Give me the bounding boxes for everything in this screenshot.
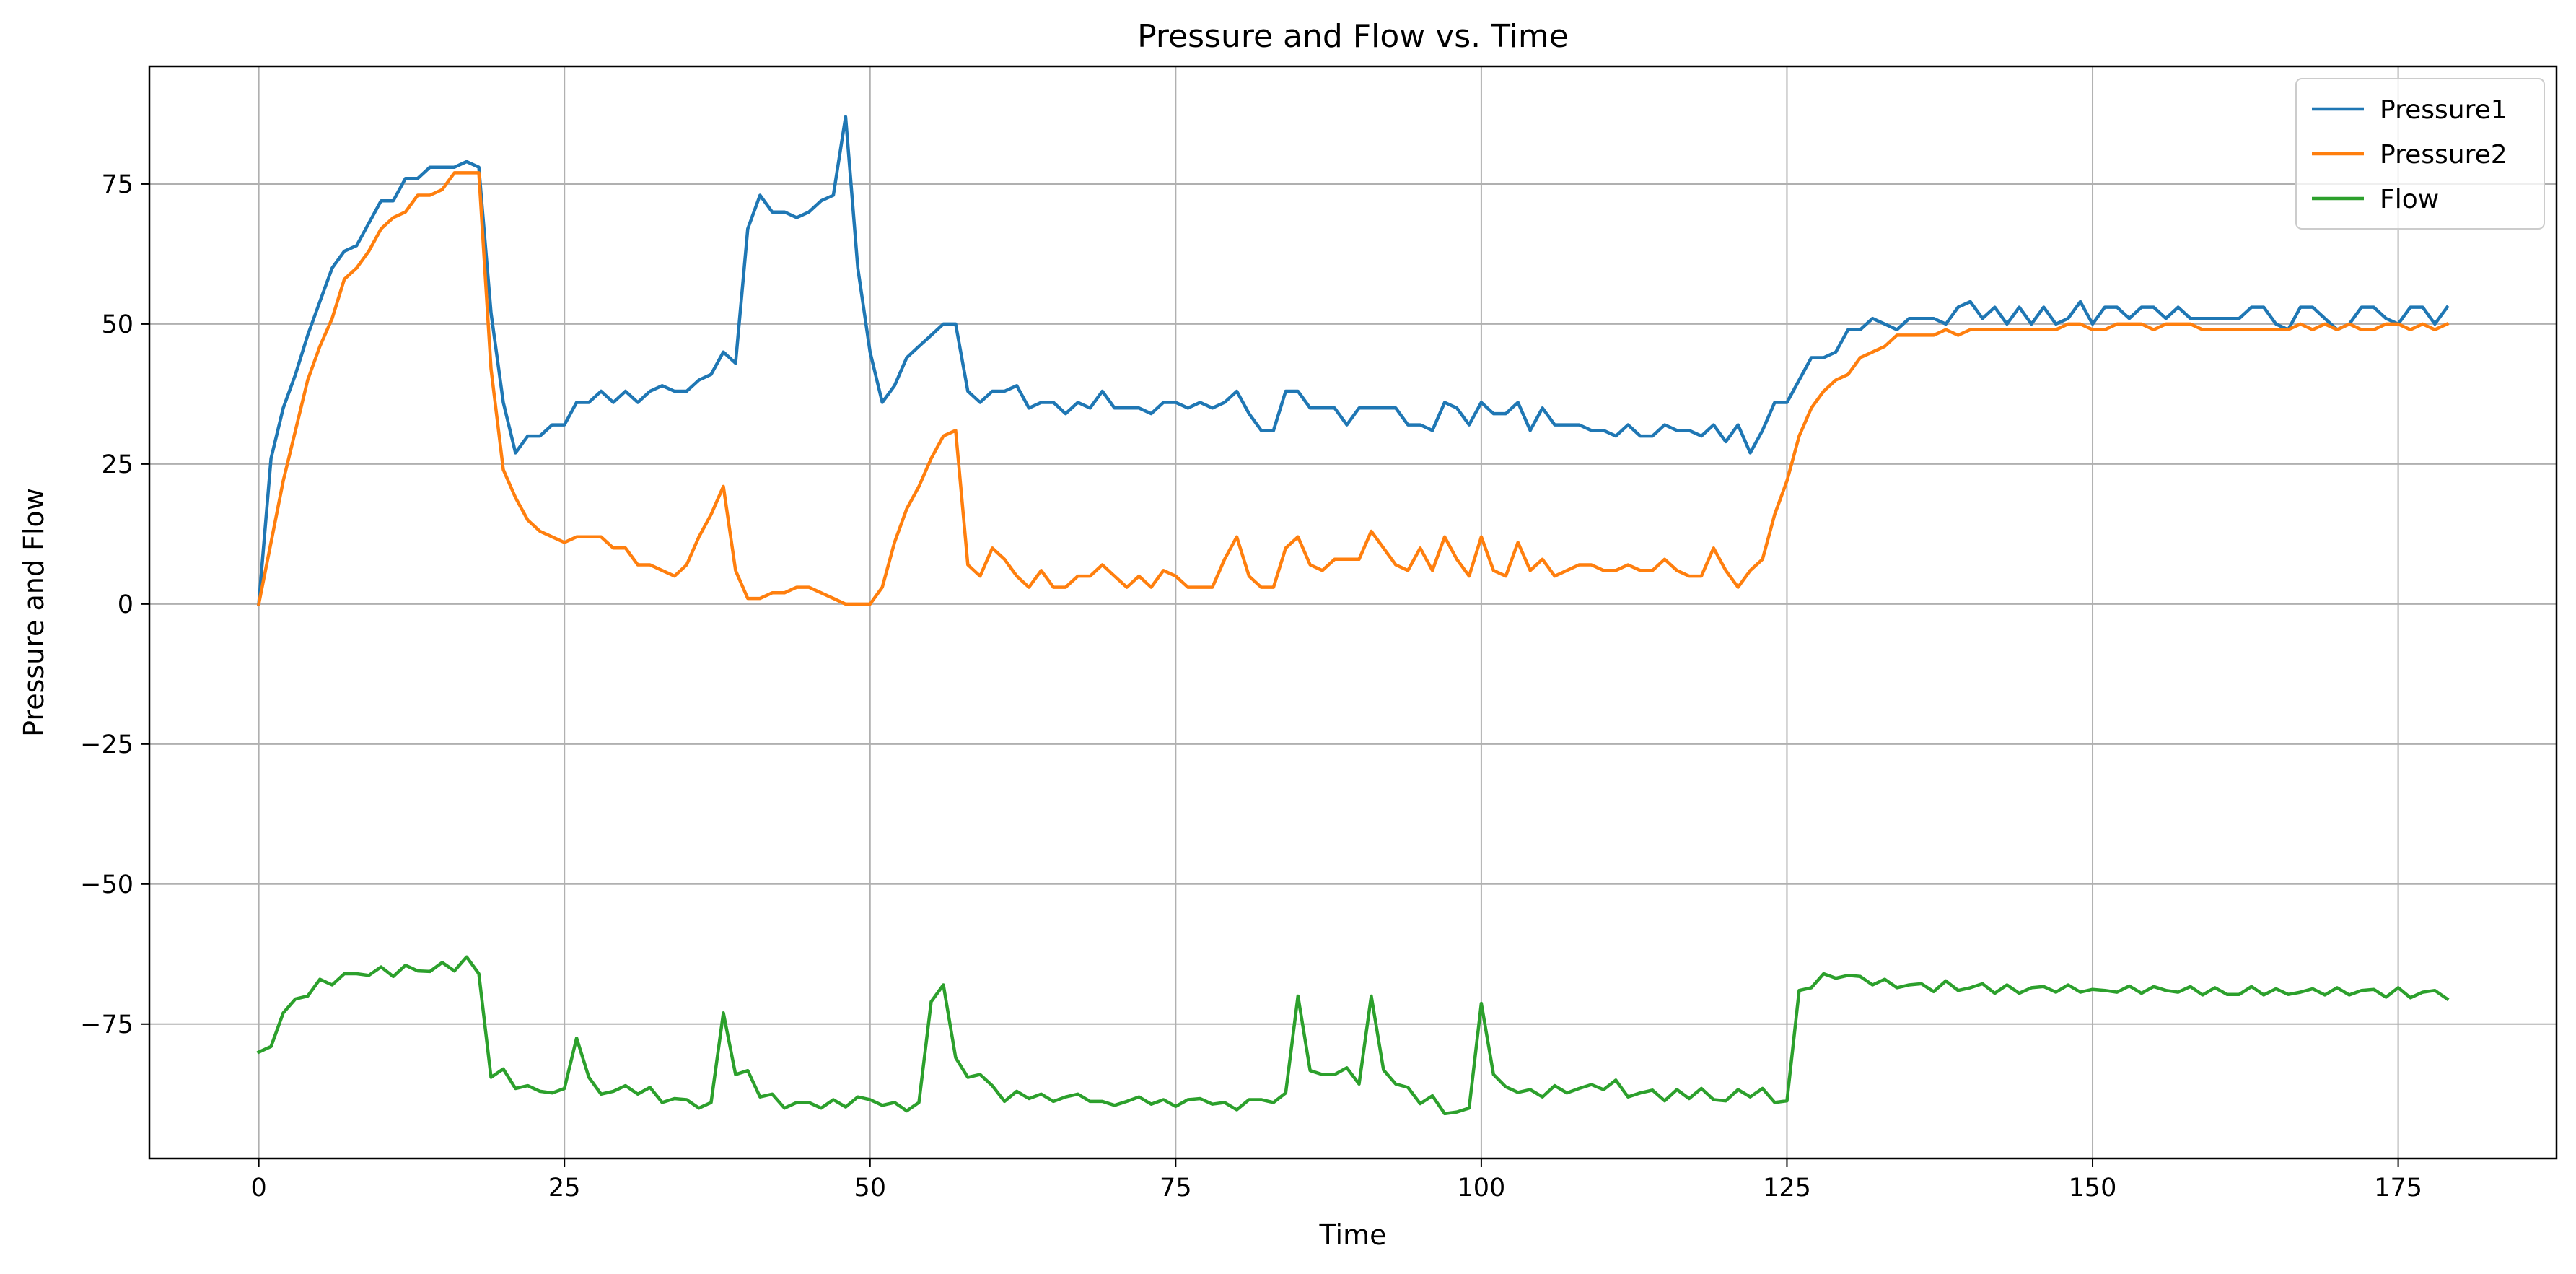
y-tick-label: 50 bbox=[101, 310, 133, 339]
series-line-flow bbox=[256, 955, 2450, 1116]
legend-label-pressure1: Pressure1 bbox=[2380, 95, 2507, 125]
series-line-pressure2 bbox=[256, 171, 2450, 606]
y-tick-label: −25 bbox=[80, 730, 133, 759]
x-tick-label: 100 bbox=[1457, 1174, 1505, 1203]
series-layer bbox=[256, 115, 2450, 1116]
legend-label-flow: Flow bbox=[2380, 185, 2439, 214]
grid bbox=[149, 66, 2557, 1159]
chart-title: Pressure and Flow vs. Time bbox=[1137, 18, 1569, 55]
x-tick-label: 175 bbox=[2374, 1174, 2422, 1203]
x-tick-label: 25 bbox=[548, 1174, 581, 1203]
y-tick-label: −75 bbox=[80, 1011, 133, 1039]
legend-label-pressure2: Pressure2 bbox=[2380, 140, 2507, 170]
x-tick-label: 150 bbox=[2069, 1174, 2117, 1203]
x-axis-label: Time bbox=[1319, 1219, 1387, 1251]
y-tick-label: 25 bbox=[101, 450, 133, 479]
legend: Pressure1 Pressure2 Flow bbox=[2295, 78, 2545, 230]
x-tick-label: 75 bbox=[1160, 1174, 1192, 1203]
x-tick-label: 50 bbox=[854, 1174, 886, 1203]
series-line-pressure1 bbox=[257, 115, 2450, 606]
y-tick-label: −50 bbox=[80, 871, 133, 899]
x-tick-label: 125 bbox=[1763, 1174, 1811, 1203]
legend-box bbox=[2295, 78, 2545, 230]
plot-frame bbox=[148, 65, 2558, 1160]
ticks: 0 25 50 75 100 125 150 175 −75 −50 −25 0 25 50 75 bbox=[80, 170, 2422, 1203]
x-tick-label: 0 bbox=[250, 1174, 266, 1203]
y-tick-label: 75 bbox=[101, 170, 133, 199]
y-tick-label: 0 bbox=[118, 590, 133, 619]
y-axis-label: Pressure and Flow bbox=[18, 488, 50, 737]
